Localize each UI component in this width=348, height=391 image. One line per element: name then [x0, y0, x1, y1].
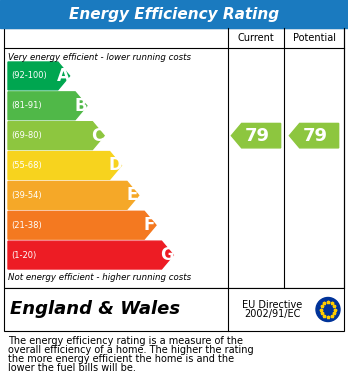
Text: A: A	[57, 67, 70, 85]
Text: 2002/91/EC: 2002/91/EC	[244, 310, 300, 319]
Text: lower the fuel bills will be.: lower the fuel bills will be.	[8, 363, 136, 373]
Text: overall efficiency of a home. The higher the rating: overall efficiency of a home. The higher…	[8, 345, 254, 355]
Text: EU Directive: EU Directive	[242, 300, 302, 310]
Bar	[4, 28, 344, 288]
Text: Not energy efficient - higher running costs: Not energy efficient - higher running co…	[8, 273, 191, 283]
Text: (55-68): (55-68)	[11, 161, 42, 170]
Text: G: G	[160, 246, 174, 264]
Text: C: C	[92, 127, 104, 145]
Polygon shape	[289, 124, 339, 148]
Text: E: E	[127, 187, 138, 204]
Text: B: B	[74, 97, 87, 115]
Circle shape	[316, 298, 340, 321]
Bar	[4, 288, 344, 331]
Polygon shape	[8, 181, 139, 209]
Bar	[0, 0, 348, 28]
Polygon shape	[8, 241, 173, 269]
Text: 79: 79	[245, 127, 270, 145]
Polygon shape	[8, 62, 70, 90]
Text: (21-38): (21-38)	[11, 221, 42, 230]
Polygon shape	[8, 122, 104, 150]
Text: Potential: Potential	[293, 33, 335, 43]
Text: D: D	[108, 156, 122, 174]
Polygon shape	[8, 152, 121, 179]
Polygon shape	[231, 124, 280, 148]
Text: (39-54): (39-54)	[11, 191, 42, 200]
Text: The energy efficiency rating is a measure of the: The energy efficiency rating is a measur…	[8, 336, 243, 346]
Text: 79: 79	[302, 127, 327, 145]
Text: the more energy efficient the home is and the: the more energy efficient the home is an…	[8, 354, 234, 364]
Polygon shape	[8, 92, 87, 120]
Text: Very energy efficient - lower running costs: Very energy efficient - lower running co…	[8, 52, 191, 61]
Text: (69-80): (69-80)	[11, 131, 42, 140]
Text: (1-20): (1-20)	[11, 251, 36, 260]
Text: Energy Efficiency Rating: Energy Efficiency Rating	[69, 7, 279, 22]
Text: Current: Current	[238, 33, 274, 43]
Text: England & Wales: England & Wales	[10, 301, 180, 319]
Polygon shape	[8, 211, 156, 239]
Text: F: F	[144, 216, 155, 234]
Text: (92-100): (92-100)	[11, 72, 47, 81]
Text: (81-91): (81-91)	[11, 101, 42, 110]
